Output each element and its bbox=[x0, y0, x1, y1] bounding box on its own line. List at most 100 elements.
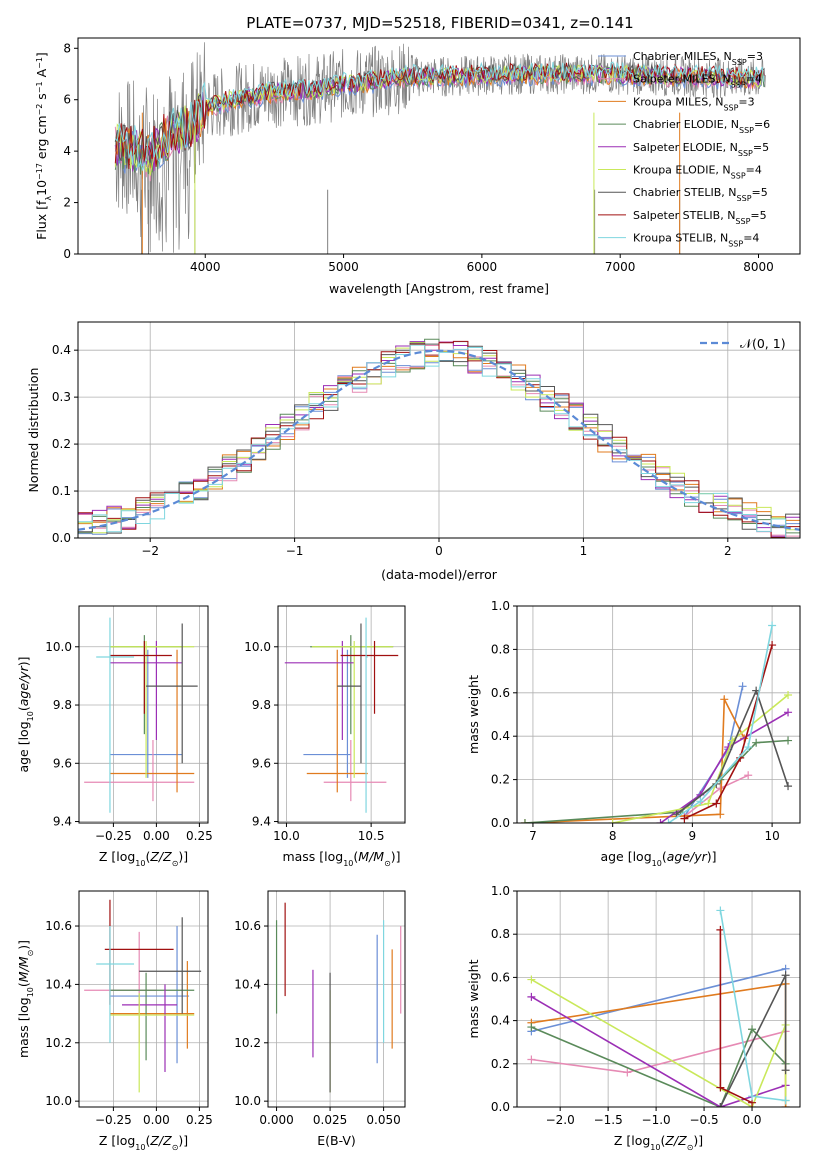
label-part: SSP bbox=[738, 148, 753, 157]
y-tick-label: 0.0 bbox=[491, 1100, 510, 1114]
y-tick-label: 10.0 bbox=[45, 1094, 72, 1108]
y-axis-label: Flux [fλ10−17 erg cm−2 s−1 A−1] bbox=[34, 52, 53, 240]
label-part: Kroupa STELIB, N bbox=[633, 232, 728, 245]
weight-marker-salpeter_elodie bbox=[527, 992, 536, 1001]
label-part: −17 bbox=[35, 163, 44, 180]
histogram-kroupa_stelib bbox=[78, 344, 800, 538]
legend-entry: Chabrier ELODIE, NSSP=6 bbox=[633, 118, 770, 135]
x-tick-label: 0.025 bbox=[313, 1113, 347, 1127]
y-axis-label: Normed distribution bbox=[26, 368, 41, 493]
weight-marker-kroupa_stelib bbox=[748, 1092, 757, 1101]
label-part: 10 bbox=[34, 180, 49, 196]
legend-entry: 𝒩(0, 1) bbox=[740, 336, 786, 351]
label-part: ( bbox=[662, 849, 667, 864]
x-tick-label: 1 bbox=[580, 544, 588, 558]
weight-marker-salpeter_stelib bbox=[768, 641, 777, 650]
weight-marker-chabrier_stelib bbox=[781, 1066, 790, 1075]
label-part: 10 bbox=[343, 859, 353, 868]
label-part: ⊙ bbox=[172, 1143, 179, 1152]
axes-frame bbox=[78, 605, 209, 824]
x-tick-label: 5000 bbox=[328, 260, 359, 274]
y-tick-label: 0.8 bbox=[491, 642, 510, 656]
weight-marker-salpeter_miles bbox=[623, 1068, 632, 1077]
y-tick-label: 10.6 bbox=[234, 919, 261, 933]
label-part: ⊙ bbox=[26, 950, 35, 957]
label-part: mass [log bbox=[16, 997, 31, 1058]
label-part: Kroupa MILES, N bbox=[633, 95, 723, 108]
y-tick-label: 0.1 bbox=[52, 484, 71, 498]
x-axis-label: Z [log10(Z/Z⊙)] bbox=[99, 849, 188, 868]
weight-marker-chabrier_elodie bbox=[520, 819, 529, 823]
label-part: )] bbox=[693, 1133, 703, 1148]
weight-line-chabrier_stelib bbox=[719, 974, 787, 1107]
label-part: Kroupa ELODIE, N bbox=[633, 164, 731, 177]
label-part: Z/Z bbox=[664, 1133, 687, 1148]
x-tick-label: 9 bbox=[689, 829, 697, 843]
label-part: E(B-V) bbox=[317, 1133, 356, 1148]
y-axis-label: mass weight bbox=[466, 675, 481, 754]
y-tick-label: 2 bbox=[63, 196, 71, 210]
label-part: Salpeter STELIB, N bbox=[633, 209, 735, 222]
label-part: SSP bbox=[737, 194, 752, 203]
label-part: )] bbox=[16, 940, 31, 950]
y-tick-label: 0.4 bbox=[52, 343, 71, 357]
y-tick-label: 10.6 bbox=[45, 919, 72, 933]
legend-entry: Salpeter STELIB, NSSP=5 bbox=[633, 209, 767, 226]
legend-entry: Kroupa ELODIE, NSSP=4 bbox=[633, 164, 762, 181]
label-part: =5 bbox=[753, 141, 769, 154]
mass-weight-vs-Z-panel: −2.0 −1.5 −1.0 −0.5 0.0 0.0 0.2 0.4 0.6 0.8 1.0 Z [… bbox=[466, 884, 801, 1152]
weight-marker-salpeter_miles bbox=[716, 784, 725, 793]
x-tick-label: 10.5 bbox=[358, 829, 385, 843]
y-tick-label: 0.0 bbox=[491, 816, 510, 830]
x-tick-label: 4000 bbox=[190, 260, 221, 274]
axes-frame bbox=[516, 890, 801, 1108]
label-part: age [log bbox=[16, 721, 31, 772]
label-part: 10 bbox=[135, 1143, 145, 1152]
y-axis-label: mass [log10(M/M⊙)] bbox=[16, 940, 35, 1058]
weight-marker-salpeter_stelib bbox=[712, 799, 721, 808]
y-tick-label: 0.2 bbox=[491, 773, 510, 787]
model-spectrum-kroupa_stelib bbox=[114, 61, 765, 172]
label-part: 10 bbox=[652, 859, 662, 868]
y-axis-label: mass weight bbox=[466, 959, 481, 1038]
label-part: ( bbox=[16, 982, 31, 987]
x-axis-label: (data-model)/error bbox=[381, 567, 498, 582]
label-part: ( bbox=[145, 849, 150, 864]
x-tick-label: −2 bbox=[141, 544, 159, 558]
x-tick-label: −0.5 bbox=[689, 1113, 718, 1127]
y-tick-label: 4 bbox=[63, 144, 71, 158]
axes-frame bbox=[78, 890, 209, 1108]
label-part: Z/Z bbox=[149, 849, 172, 864]
y-tick-label: 0.0 bbox=[52, 531, 71, 545]
y-tick-label: 0.6 bbox=[491, 970, 510, 984]
label-part: )] bbox=[178, 1133, 188, 1148]
weight-marker-salpeter_stelib bbox=[716, 1083, 725, 1092]
weight-marker-kroupa_miles bbox=[720, 695, 729, 704]
weight-marker-chabrier_stelib bbox=[716, 1103, 725, 1107]
label-part: Chabrier STELIB, N bbox=[633, 186, 737, 199]
x-tick-label: 8 bbox=[609, 829, 617, 843]
weight-marker-kroupa_elodie bbox=[704, 799, 713, 808]
weight-marker-kroupa_stelib bbox=[781, 1096, 790, 1105]
x-tick-label: 10.0 bbox=[273, 829, 300, 843]
y-tick-label: 1.0 bbox=[491, 884, 510, 898]
weight-marker-kroupa_miles bbox=[716, 810, 725, 819]
weight-marker-salpeter_elodie bbox=[784, 708, 793, 717]
label-part: age/yr bbox=[667, 849, 708, 864]
y-tick-label: 10.0 bbox=[45, 640, 72, 654]
weight-marker-kroupa_stelib bbox=[768, 621, 777, 630]
y-tick-label: 9.6 bbox=[252, 756, 271, 770]
weight-marker-kroupa_elodie bbox=[527, 975, 536, 984]
x-tick-label: −0.25 bbox=[95, 1113, 132, 1127]
label-part: ⊙ bbox=[687, 1143, 694, 1152]
figure-title: PLATE=0737, MJD=52518, FIBERID=0341, z=0… bbox=[246, 14, 633, 32]
weight-marker-salpeter_miles bbox=[527, 1055, 536, 1064]
x-tick-label: 0.000 bbox=[259, 1113, 293, 1127]
weight-marker-kroupa_elodie bbox=[784, 690, 793, 699]
x-tick-label: −1 bbox=[286, 544, 304, 558]
weight-marker-chabrier_elodie bbox=[752, 738, 761, 747]
histogram-salpeter_stelib bbox=[78, 340, 800, 538]
label-part: SSP bbox=[731, 171, 746, 180]
weight-line-kroupa_miles bbox=[524, 696, 745, 823]
label-part: =6 bbox=[754, 118, 770, 131]
